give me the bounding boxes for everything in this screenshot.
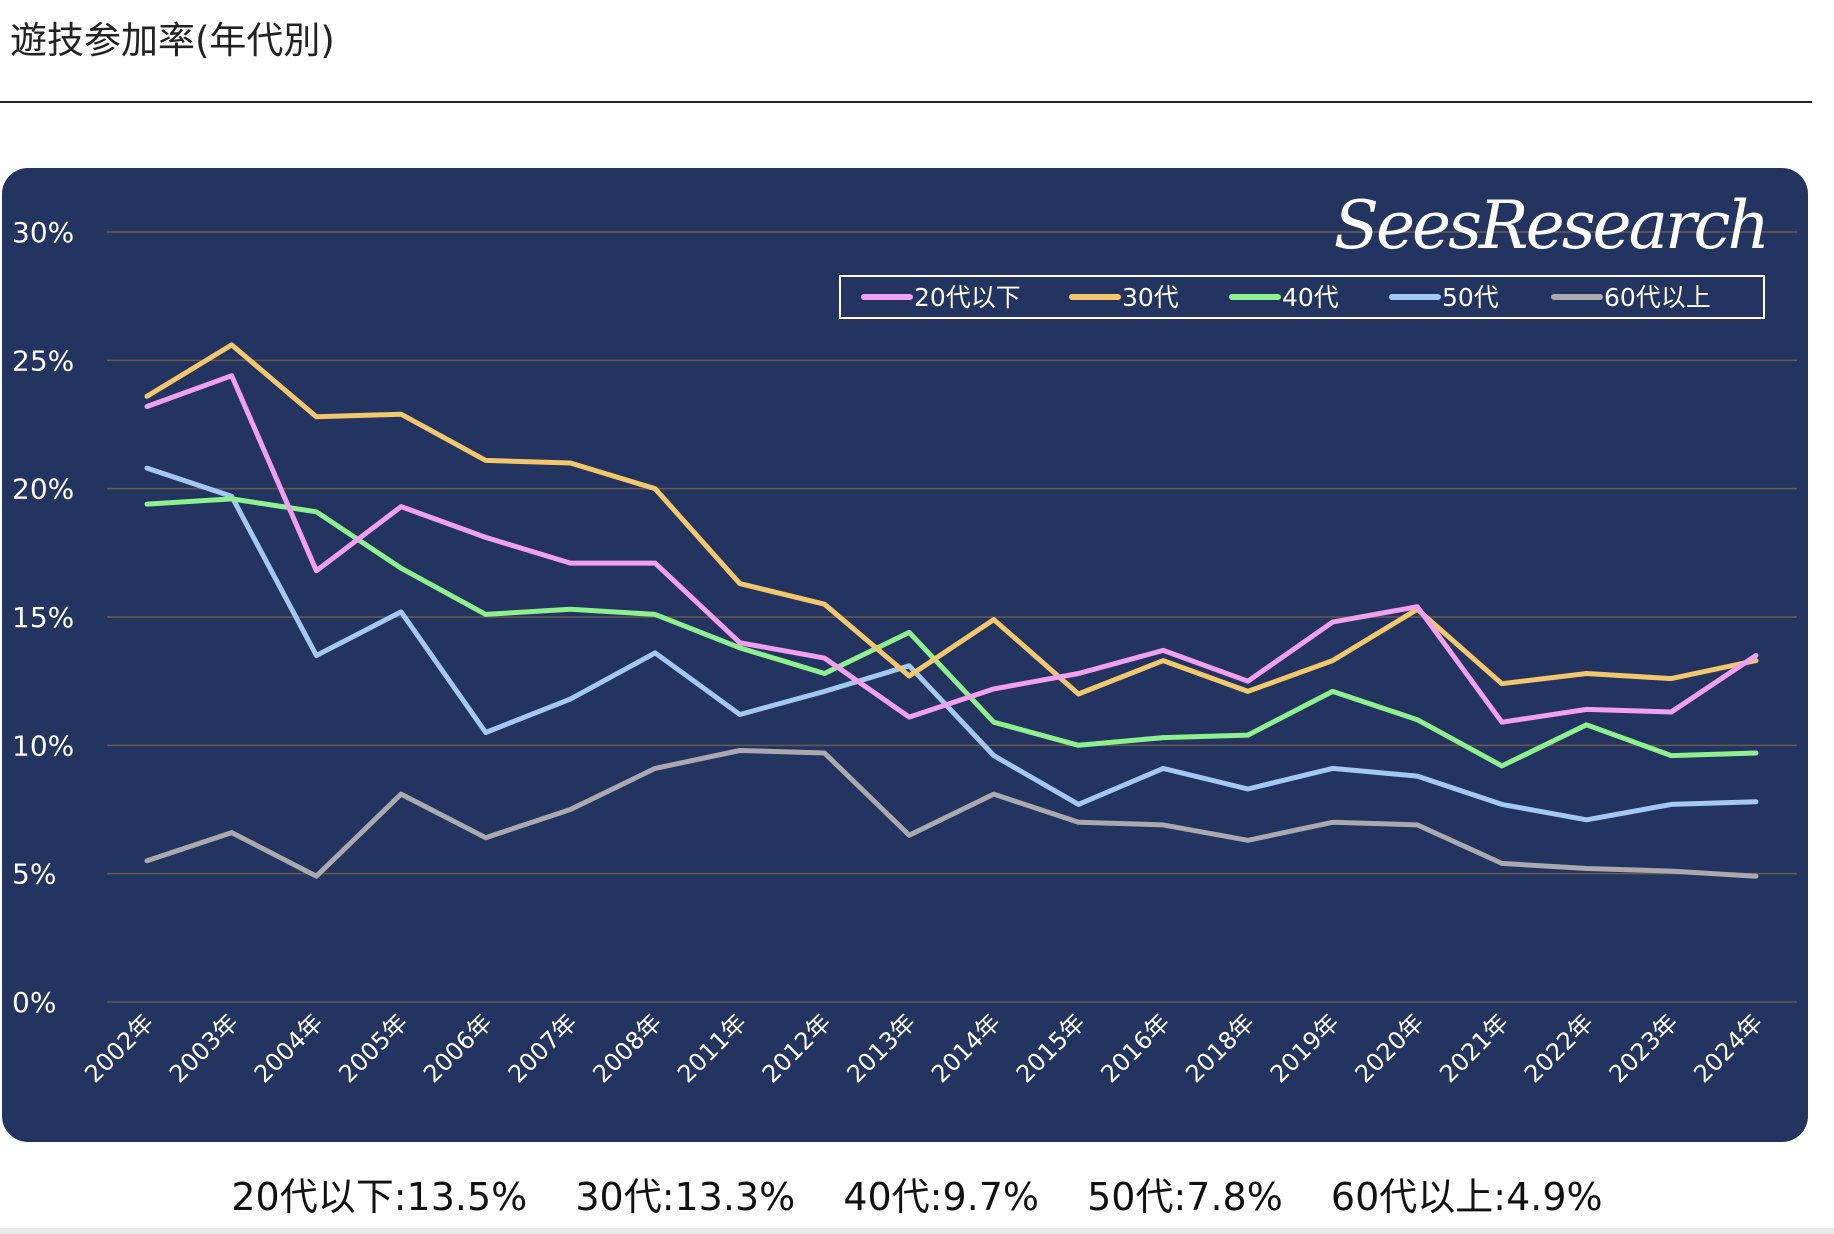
x-tick-label: 2008年 bbox=[587, 1008, 667, 1088]
x-tick-label: 2016年 bbox=[1095, 1008, 1175, 1088]
x-tick-label: 2015年 bbox=[1011, 1008, 1091, 1088]
y-tick-label: 30% bbox=[12, 216, 74, 249]
x-tick-label: 2019年 bbox=[1265, 1008, 1345, 1088]
chart-panel: 0% 5% 10% 15% 20% 25% 30% 2002年 2003年 2004年 2005年… bbox=[2, 168, 1808, 1142]
legend: 20代以下 30代 40代 50代 60代以上 bbox=[839, 275, 1765, 319]
x-tick-label: 2003年 bbox=[164, 1008, 244, 1088]
x-tick-label: 2022年 bbox=[1519, 1008, 1599, 1088]
summary-30s: 30代:13.3% bbox=[575, 1175, 796, 1219]
x-tick-label: 2023年 bbox=[1604, 1008, 1684, 1088]
bottom-strip bbox=[0, 1228, 1834, 1234]
x-tick-label: 2005年 bbox=[333, 1008, 413, 1088]
legend-label: 50代 bbox=[1442, 283, 1499, 312]
y-tick-label: 15% bbox=[12, 601, 74, 634]
x-tick-label: 2007年 bbox=[503, 1008, 583, 1088]
x-tick-label: 2020年 bbox=[1350, 1008, 1430, 1088]
x-tick-label: 2024年 bbox=[1688, 1008, 1768, 1088]
series-line-4 bbox=[144, 748, 1759, 879]
y-tick-label: 25% bbox=[12, 344, 74, 377]
grid-lines bbox=[107, 231, 1797, 1003]
legend-label: 30代 bbox=[1122, 283, 1179, 312]
x-tick-label: 2004年 bbox=[249, 1008, 329, 1088]
x-tick-label: 2006年 bbox=[418, 1008, 498, 1088]
series-lines bbox=[144, 342, 1759, 879]
legend-frame bbox=[839, 275, 1765, 319]
x-tick-label: 2014年 bbox=[926, 1008, 1006, 1088]
summary-60s-over: 60代以上:4.9% bbox=[1330, 1175, 1603, 1219]
line-chart: 0% 5% 10% 15% 20% 25% 30% 2002年 2003年 2004年 2005年… bbox=[12, 187, 1797, 1088]
series-line-1 bbox=[144, 342, 1759, 697]
y-tick-label: 5% bbox=[12, 858, 56, 891]
watermark-logo: SeesResearch bbox=[1334, 187, 1767, 264]
page-title: 遊技参加率(年代別) bbox=[10, 19, 335, 62]
series-line-3 bbox=[144, 465, 1759, 823]
y-axis-ticks: 0% 5% 10% 15% 20% 25% 30% bbox=[12, 216, 74, 1019]
x-axis-ticks: 2002年 2003年 2004年 2005年 2006年 2007年 2008年 2011年… bbox=[79, 1008, 1768, 1088]
x-tick-label: 2011年 bbox=[672, 1008, 752, 1088]
summary-line: 20代以下:13.5% 30代:13.3% 40代:9.7% 50代:7.8% … bbox=[0, 1172, 1834, 1222]
y-tick-label: 0% bbox=[12, 986, 56, 1019]
summary-20s-under: 20代以下:13.5% bbox=[231, 1175, 528, 1219]
x-tick-label: 2012年 bbox=[757, 1008, 837, 1088]
summary-50s: 50代:7.8% bbox=[1087, 1175, 1283, 1219]
y-tick-label: 20% bbox=[12, 473, 74, 506]
y-tick-label: 10% bbox=[12, 729, 74, 762]
legend-label: 20代以下 bbox=[914, 283, 1021, 312]
x-tick-label: 2021年 bbox=[1434, 1008, 1514, 1088]
series-line-2 bbox=[144, 496, 1759, 769]
title-divider bbox=[0, 101, 1812, 103]
x-tick-label: 2018年 bbox=[1180, 1008, 1260, 1088]
legend-label: 40代 bbox=[1282, 283, 1339, 312]
summary-40s: 40代:9.7% bbox=[843, 1175, 1040, 1219]
series-line-0 bbox=[144, 373, 1759, 725]
x-tick-label: 2013年 bbox=[841, 1008, 921, 1088]
x-tick-label: 2002年 bbox=[79, 1008, 159, 1088]
legend-label: 60代以上 bbox=[1604, 283, 1711, 312]
